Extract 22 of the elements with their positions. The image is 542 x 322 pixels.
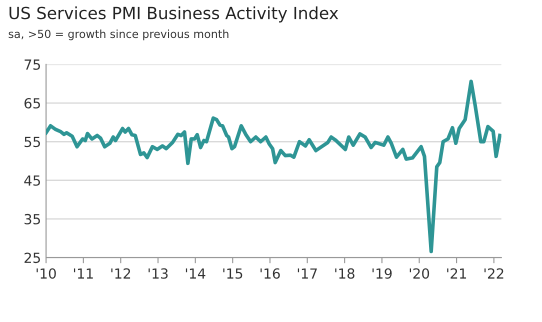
- x-tick-label: '20: [410, 268, 430, 279]
- x-tick-label: '18: [335, 268, 354, 279]
- x-tick-label: '14: [186, 268, 206, 279]
- x-tick-label: '10: [36, 268, 56, 279]
- x-tick-label: '21: [447, 268, 466, 279]
- chart-title: US Services PMI Business Activity Index: [10, 6, 338, 23]
- y-tick-label: 55: [24, 136, 40, 148]
- x-tick-label: '17: [298, 268, 317, 279]
- y-tick-label: 25: [24, 252, 40, 264]
- x-tick-label: '16: [260, 268, 280, 279]
- x-tick-label: '13: [148, 268, 168, 279]
- y-tick-label: 65: [24, 98, 40, 109]
- line-series: [46, 80, 502, 254]
- chart-subtitle: sa, >50 = growth since previous month: [8, 29, 228, 40]
- y-tick-label: 45: [24, 175, 40, 186]
- y-tick-label: 75: [24, 60, 40, 70]
- x-tick-label: '11: [74, 268, 93, 279]
- y-tick-label: 35: [24, 214, 40, 224]
- x-tick-label: '22: [484, 268, 504, 279]
- x-tick-label: '15: [223, 268, 242, 279]
- x-tick-label: '19: [372, 268, 392, 279]
- x-tick-label: '12: [111, 268, 130, 279]
